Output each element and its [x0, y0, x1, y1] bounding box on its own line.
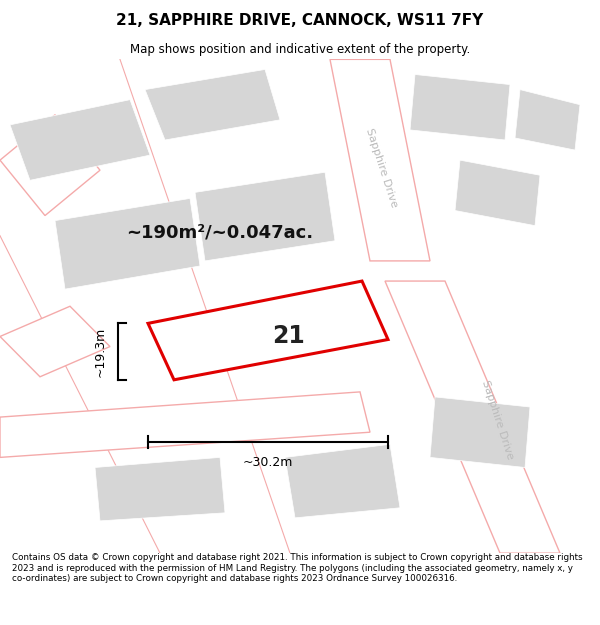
Text: Contains OS data © Crown copyright and database right 2021. This information is : Contains OS data © Crown copyright and d…: [12, 553, 583, 583]
Polygon shape: [0, 392, 370, 458]
Text: 21, SAPPHIRE DRIVE, CANNOCK, WS11 7FY: 21, SAPPHIRE DRIVE, CANNOCK, WS11 7FY: [116, 13, 484, 28]
Text: 21: 21: [272, 324, 304, 348]
Polygon shape: [410, 74, 510, 140]
Text: Map shows position and indicative extent of the property.: Map shows position and indicative extent…: [130, 42, 470, 56]
Polygon shape: [285, 444, 400, 518]
Text: ~19.3m: ~19.3m: [94, 326, 107, 377]
Polygon shape: [0, 306, 110, 377]
Text: Sapphire Drive: Sapphire Drive: [364, 127, 400, 209]
Polygon shape: [430, 397, 530, 468]
Polygon shape: [385, 281, 560, 553]
Polygon shape: [195, 173, 335, 261]
Polygon shape: [0, 115, 100, 216]
Polygon shape: [95, 458, 225, 521]
Polygon shape: [145, 69, 280, 140]
Text: ~190m²/~0.047ac.: ~190m²/~0.047ac.: [127, 224, 314, 242]
Polygon shape: [515, 89, 580, 150]
Polygon shape: [148, 281, 388, 380]
Text: Sapphire Drive: Sapphire Drive: [481, 379, 515, 461]
Polygon shape: [330, 59, 430, 261]
Polygon shape: [455, 160, 540, 226]
Text: ~30.2m: ~30.2m: [243, 456, 293, 469]
Polygon shape: [55, 198, 200, 289]
Polygon shape: [10, 99, 150, 180]
